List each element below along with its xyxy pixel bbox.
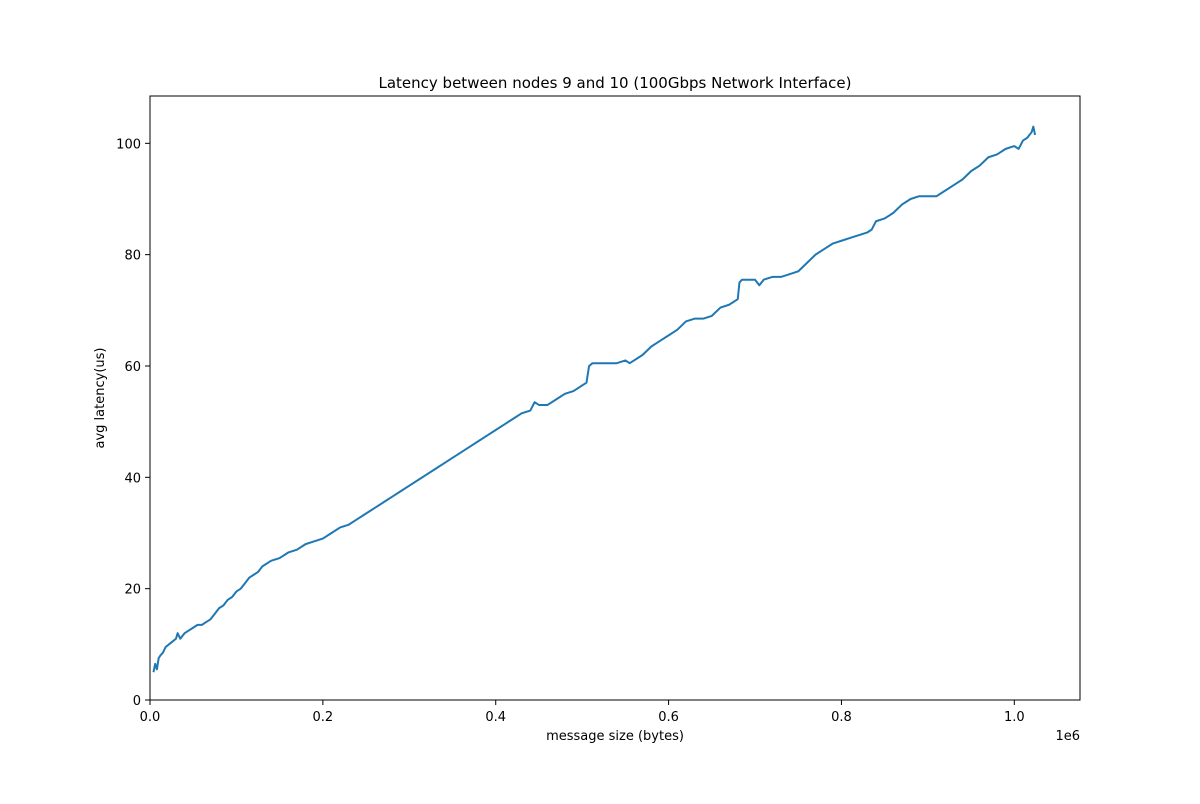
y-axis-label: avg latency(us) [93, 348, 108, 449]
x-axis: 0.0 0.2 0.4 0.6 0.8 1.0 [140, 700, 1025, 725]
x-tick-label: 0.0 [140, 710, 161, 725]
x-tick-label: 0.8 [831, 710, 852, 725]
y-tick-label: 80 [124, 249, 141, 264]
y-tick-label: 100 [116, 137, 141, 152]
series-line-0 [152, 125, 1037, 673]
x-axis-offset-label: 1e6 [1055, 729, 1080, 744]
x-axis-label: message size (bytes) [546, 729, 684, 744]
x-tick-label: 0.6 [658, 710, 679, 725]
y-tick-label: 0 [133, 694, 141, 709]
x-tick-label: 0.2 [313, 710, 334, 725]
x-tick-label: 0.4 [485, 710, 506, 725]
series-layer [152, 125, 1037, 673]
chart-title: Latency between nodes 9 and 10 (100Gbps … [379, 74, 852, 92]
y-tick-label: 40 [124, 471, 141, 486]
y-tick-label: 20 [124, 583, 141, 598]
y-tick-label: 60 [124, 360, 141, 375]
y-axis: 0 20 40 60 80 100 [116, 137, 150, 709]
plot-area-frame [149, 95, 1081, 701]
x-tick-label: 1.0 [1004, 710, 1025, 725]
